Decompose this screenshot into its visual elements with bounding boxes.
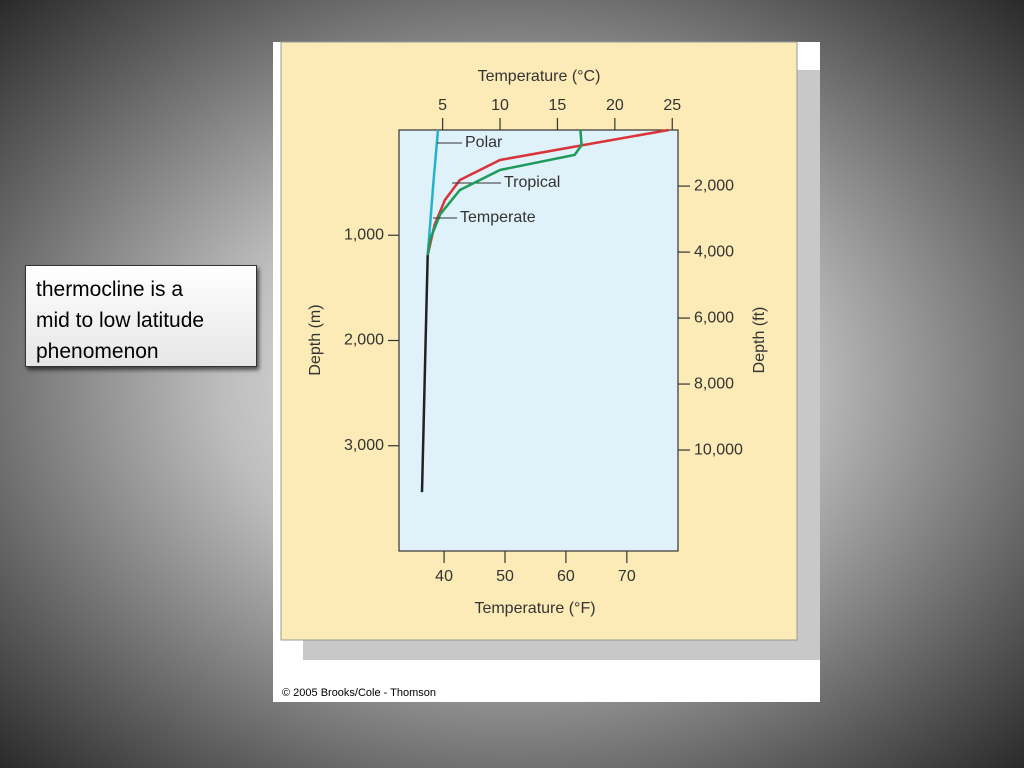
x2-tick-label: 50 bbox=[496, 568, 514, 585]
y-axis-title: Depth (m) bbox=[307, 304, 324, 375]
y2-tick-label: 2,000 bbox=[694, 177, 734, 194]
x2-tick-label: 40 bbox=[435, 568, 453, 585]
y-tick-label: 2,000 bbox=[344, 332, 384, 349]
x-tick-label: 20 bbox=[606, 97, 624, 114]
x2-tick-label: 60 bbox=[557, 568, 575, 585]
x2-axis-title: Temperature (°F) bbox=[474, 600, 595, 617]
y2-axis-title: Depth (ft) bbox=[751, 307, 768, 374]
x-tick-label: 25 bbox=[663, 97, 681, 114]
series-line bbox=[426, 129, 583, 256]
text-box: thermocline is a mid to low latitude phe… bbox=[25, 265, 257, 367]
series-line bbox=[426, 128, 670, 256]
y-tick-label: 1,000 bbox=[344, 226, 384, 243]
x-tick-label: 5 bbox=[438, 97, 447, 114]
y2-tick-label: 10,000 bbox=[694, 441, 743, 458]
y2-tick-label: 8,000 bbox=[694, 375, 734, 392]
x-axis-title: Temperature (°C) bbox=[478, 68, 601, 85]
x-tick-label: 10 bbox=[491, 97, 509, 114]
series-label: Polar bbox=[465, 134, 503, 151]
series-line bbox=[420, 255, 429, 493]
series-label: Temperate bbox=[460, 209, 536, 226]
x2-tick-label: 70 bbox=[618, 568, 636, 585]
copyright: © 2005 Brooks/Cole - Thomson bbox=[282, 687, 436, 699]
plot-area bbox=[398, 129, 679, 552]
y2-tick-label: 4,000 bbox=[694, 243, 734, 260]
y2-tick-label: 6,000 bbox=[694, 309, 734, 326]
y-tick-label: 3,000 bbox=[344, 437, 384, 454]
series-line bbox=[426, 129, 440, 256]
x-tick-label: 15 bbox=[549, 97, 567, 114]
series-label: Tropical bbox=[504, 174, 560, 191]
